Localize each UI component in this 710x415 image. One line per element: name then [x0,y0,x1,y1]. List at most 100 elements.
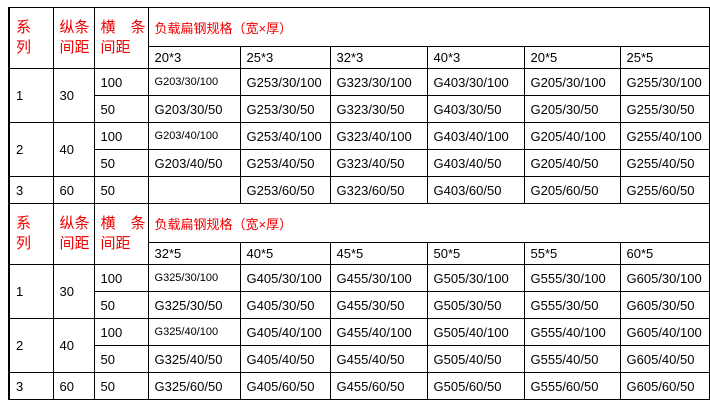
spec-cell: G323/40/50 [329,149,428,177]
spec-cell: G323/40/100 [329,122,428,150]
spec-cell: G323/30/100 [329,68,428,96]
header-series-cell-line: 系 [16,215,32,232]
hspacing-cell: 100 [93,264,149,292]
spec-size-header-cell: 32*5 [147,242,241,265]
spec-size-header-cell: 20*5 [523,46,621,69]
spec-size-header-row: 20*3 25*3 32*3 40*3 20*5 25*5 [9,46,710,69]
header-hspacing-cell-line: 间距 [100,39,131,56]
spec-cell: G323/30/50 [329,95,428,123]
table-row: 1 30 100 G325/30/100 G405/30/100 G455/30/100 G… [8,264,710,319]
spec-cell: G253/60/50 [239,176,331,204]
spec-cell: G405/40/100 [239,318,331,346]
spec-cell: G255/30/100 [619,68,710,96]
spec-cell: G555/30/50 [523,291,621,319]
vspacing-cell: 40 [52,318,95,373]
spec-cell: G325/40/100 [147,318,241,346]
header-vspacing-cell-line: 纵条 [59,215,90,232]
header-series-cell: 系列 [8,203,54,265]
spec-cell: G505/30/50 [426,291,525,319]
vspacing-cell: 60 [52,372,95,400]
table-row: 3 60 50 G325/60/50 G405/60/50 G455/60/50 G505/… [8,372,710,400]
section-header-row: 系列纵条 间距横 条间距 负载扁钢规格（宽×厚） [8,203,710,265]
spec-title-cell: 负载扁钢规格（宽×厚） [147,7,710,47]
header-vspacing-cell: 纵条 间距 [52,203,95,265]
spec-cell: G505/40/50 [426,345,525,373]
spec-cell: G255/30/50 [619,95,710,123]
spec-cell: G403/40/100 [426,122,525,150]
spec-cell: G403/60/50 [426,176,525,204]
table-body: 系列纵条 间距横 条间距 负载扁钢规格（宽×厚） 20*3 25*3 32*3 40*3 20… [8,7,710,400]
spec-cell: G555/60/50 [523,372,621,400]
spec-cell: G205/40/50 [523,149,621,177]
spec-cell: G255/40/50 [619,149,710,177]
spec-size-header-cell: 55*5 [523,242,621,265]
table-row: 50 G203/30/50 G253/30/50 G323/30/50 G403/30/… [9,95,710,123]
table-row: 50 G325/30/50 G405/30/50 G455/30/50 G505/30/… [9,291,710,319]
spec-cell: G323/60/50 [329,176,428,204]
spec-cell: G205/60/50 [523,176,621,204]
header-vspacing-cell-line: 间距 [59,235,90,252]
series-cell: 3 [8,372,54,400]
spec-cell: G203/40/100 [147,122,241,150]
header-vspacing-cell: 纵条 间距 [52,7,95,69]
flat-steel-spec-table: 系列纵条 间距横 条间距 负载扁钢规格（宽×厚） 20*3 25*3 32*3 40*3 20… [8,7,710,400]
spec-cell: G555/40/100 [523,318,621,346]
spec-cell: G203/30/50 [147,95,241,123]
spec-cell: G505/40/100 [426,318,525,346]
spec-cell: G605/30/100 [619,264,710,292]
hspacing-cell: 100 [93,122,149,150]
table-row: 50 G325/40/50 G405/40/50 G455/40/50 G505/40/… [9,345,710,373]
series-cell: 3 [8,176,54,204]
vspacing-cell: 30 [52,68,95,123]
spec-cell: G455/40/100 [329,318,428,346]
spec-cell: G405/40/50 [239,345,331,373]
spec-cell: G455/30/100 [329,264,428,292]
table-row: 50 G203/40/50 G253/40/50 G323/40/50 G403/40/… [9,149,710,177]
spec-cell: G555/30/100 [523,264,621,292]
spec-size-header-cell: 25*3 [239,46,331,69]
vspacing-cell: 40 [52,122,95,177]
spec-cell: G325/30/100 [147,264,241,292]
spec-title-cell: 负载扁钢规格（宽×厚） [147,203,710,243]
spec-size-header-cell: 40*3 [426,46,525,69]
spec-cell [147,176,241,204]
spec-cell: G205/30/100 [523,68,621,96]
spec-size-header-cell: 60*5 [619,242,710,265]
series-cell: 1 [8,264,54,319]
spec-cell: G605/40/100 [619,318,710,346]
header-series-cell: 系列 [8,7,54,69]
header-hspacing-cell: 横 条间距 [93,203,149,265]
spec-cell: G605/30/50 [619,291,710,319]
spec-size-header-cell: 50*5 [426,242,525,265]
spec-cell: G403/30/50 [426,95,525,123]
series-cell: 2 [8,318,54,373]
spec-cell: G203/30/100 [147,68,241,96]
table-row: 1 30 100 G203/30/100 G253/30/100 G323/30/100 G… [8,68,710,123]
header-hspacing-cell: 横 条间距 [93,7,149,69]
spec-cell: G605/40/50 [619,345,710,373]
spec-cell: G205/30/50 [523,95,621,123]
spec-cell: G325/30/50 [147,291,241,319]
spec-cell: G253/40/100 [239,122,331,150]
header-hspacing-cell-line: 横 条 [100,215,146,232]
header-vspacing-cell-line: 间距 [59,39,90,56]
hspacing-cell: 100 [93,68,149,96]
table-row: 2 40 100 G325/40/100 G405/40/100 G455/40/100 G… [8,318,710,373]
spec-cell: G253/40/50 [239,149,331,177]
spec-cell: G505/30/100 [426,264,525,292]
spec-cell: G203/40/50 [147,149,241,177]
header-hspacing-cell-line: 间距 [100,235,131,252]
vspacing-cell: 60 [52,176,95,204]
header-vspacing-cell-line: 纵条 [59,19,90,36]
spec-size-header-cell: 32*3 [329,46,428,69]
header-series-cell-line: 系 [16,19,32,36]
section-header-row: 系列纵条 间距横 条间距 负载扁钢规格（宽×厚） [8,7,710,69]
spec-size-header-cell: 40*5 [239,242,331,265]
table-row: 2 40 100 G203/40/100 G253/40/100 G323/40/100 G… [8,122,710,177]
table-row: 3 60 50 G253/60/50 G323/60/50 G403/60/50 G205/… [8,176,710,204]
series-cell: 1 [8,68,54,123]
spec-cell: G325/40/50 [147,345,241,373]
spec-cell: G403/30/100 [426,68,525,96]
spec-cell: G255/60/50 [619,176,710,204]
series-cell: 2 [8,122,54,177]
